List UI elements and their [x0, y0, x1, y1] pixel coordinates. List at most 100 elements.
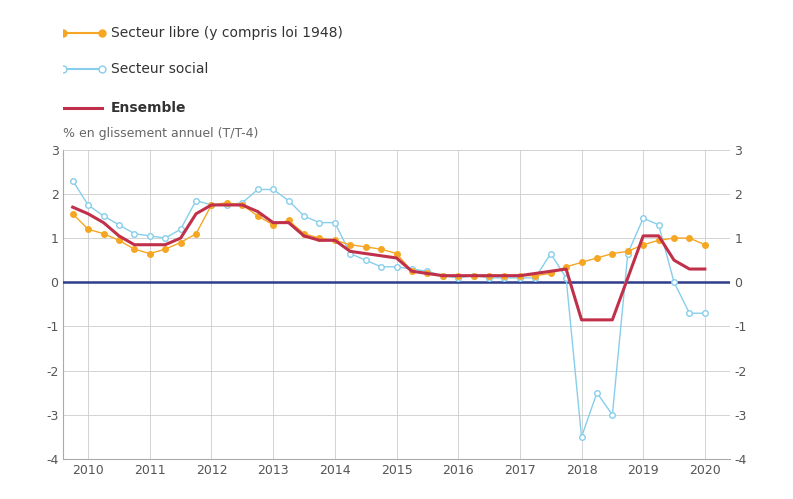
Ensemble	[438, 272, 447, 278]
Ensemble	[669, 257, 679, 263]
Ensemble	[129, 242, 139, 248]
Secteur libre (y compris loi 1948)	[407, 268, 416, 274]
Secteur social	[623, 250, 633, 256]
Secteur libre (y compris loi 1948)	[500, 272, 509, 278]
Secteur libre (y compris loi 1948)	[577, 259, 586, 265]
Secteur libre (y compris loi 1948)	[191, 231, 201, 237]
Secteur social	[145, 233, 155, 239]
Ensemble	[469, 272, 478, 278]
Secteur libre (y compris loi 1948)	[423, 270, 432, 276]
Ensemble	[238, 202, 247, 208]
Secteur libre (y compris loi 1948)	[392, 250, 401, 256]
Secteur social	[407, 266, 416, 272]
Ensemble	[561, 266, 571, 272]
Secteur social	[607, 412, 617, 418]
Secteur libre (y compris loi 1948)	[238, 202, 247, 208]
Line: Secteur libre (y compris loi 1948): Secteur libre (y compris loi 1948)	[70, 200, 707, 278]
Ensemble	[607, 317, 617, 323]
Ensemble	[423, 270, 432, 276]
Ensemble	[546, 268, 555, 274]
Secteur social	[253, 187, 262, 193]
Secteur social	[561, 275, 571, 281]
Ensemble	[145, 242, 155, 248]
Secteur social	[191, 198, 201, 204]
Ensemble	[500, 272, 509, 278]
Secteur libre (y compris loi 1948)	[561, 264, 571, 270]
Secteur social	[454, 275, 463, 281]
Secteur social	[669, 279, 679, 285]
Secteur libre (y compris loi 1948)	[546, 270, 555, 276]
Ensemble	[114, 233, 124, 239]
Text: Secteur social: Secteur social	[111, 62, 209, 76]
Ensemble	[253, 209, 262, 215]
Ensemble	[268, 220, 278, 226]
Ensemble	[577, 317, 586, 323]
Secteur social	[638, 215, 648, 221]
Secteur social	[423, 268, 432, 274]
Secteur social	[684, 310, 694, 316]
Secteur social	[531, 275, 540, 281]
Secteur libre (y compris loi 1948)	[346, 242, 355, 248]
Ensemble	[315, 238, 324, 244]
Ensemble	[454, 272, 463, 278]
Ensemble	[377, 253, 386, 259]
Secteur social	[577, 434, 586, 440]
Secteur social	[268, 187, 278, 193]
Ensemble	[361, 250, 370, 256]
Secteur social	[176, 226, 186, 232]
Ensemble	[207, 202, 216, 208]
Secteur libre (y compris loi 1948)	[315, 235, 324, 241]
Text: Secteur libre (y compris loi 1948): Secteur libre (y compris loi 1948)	[111, 26, 343, 40]
Secteur libre (y compris loi 1948)	[330, 238, 339, 244]
Ensemble	[623, 275, 633, 281]
Secteur social	[500, 275, 509, 281]
Secteur libre (y compris loi 1948)	[700, 242, 710, 248]
Ensemble	[700, 266, 710, 272]
Secteur libre (y compris loi 1948)	[623, 249, 633, 254]
Secteur social	[700, 310, 710, 316]
Secteur social	[592, 390, 602, 396]
Ensemble	[346, 249, 355, 254]
Secteur libre (y compris loi 1948)	[99, 231, 109, 237]
Secteur libre (y compris loi 1948)	[176, 240, 186, 246]
Secteur libre (y compris loi 1948)	[485, 272, 494, 278]
Secteur social	[68, 178, 78, 184]
Secteur libre (y compris loi 1948)	[129, 246, 139, 252]
Secteur social	[330, 220, 339, 226]
Secteur libre (y compris loi 1948)	[299, 231, 308, 237]
Line: Secteur social: Secteur social	[70, 178, 707, 440]
Secteur libre (y compris loi 1948)	[284, 218, 293, 224]
Text: Ensemble: Ensemble	[111, 101, 186, 115]
Secteur libre (y compris loi 1948)	[454, 272, 463, 278]
Secteur libre (y compris loi 1948)	[684, 235, 694, 241]
Secteur libre (y compris loi 1948)	[83, 226, 93, 232]
Ensemble	[654, 233, 664, 239]
Secteur social	[377, 264, 386, 270]
Secteur libre (y compris loi 1948)	[438, 272, 447, 278]
Ensemble	[638, 233, 648, 239]
Secteur libre (y compris loi 1948)	[469, 272, 478, 278]
Secteur social	[83, 202, 93, 208]
Ensemble	[330, 238, 339, 244]
Secteur libre (y compris loi 1948)	[361, 244, 370, 250]
Secteur social	[238, 200, 247, 206]
Secteur libre (y compris loi 1948)	[114, 238, 124, 244]
Ensemble	[299, 233, 308, 239]
Secteur libre (y compris loi 1948)	[207, 202, 216, 208]
Secteur social	[438, 272, 447, 278]
Secteur social	[315, 220, 324, 226]
Secteur social	[346, 250, 355, 256]
Ensemble	[99, 220, 109, 226]
Secteur social	[129, 231, 139, 237]
Secteur social	[546, 250, 555, 256]
Ensemble	[485, 272, 494, 278]
Ensemble	[176, 235, 186, 241]
Secteur social	[392, 264, 401, 270]
Secteur libre (y compris loi 1948)	[253, 213, 262, 219]
Secteur libre (y compris loi 1948)	[669, 235, 679, 241]
Ensemble	[222, 202, 232, 208]
Secteur social	[284, 198, 293, 204]
Secteur libre (y compris loi 1948)	[377, 246, 386, 252]
Ensemble	[392, 255, 401, 261]
Secteur libre (y compris loi 1948)	[531, 272, 540, 278]
